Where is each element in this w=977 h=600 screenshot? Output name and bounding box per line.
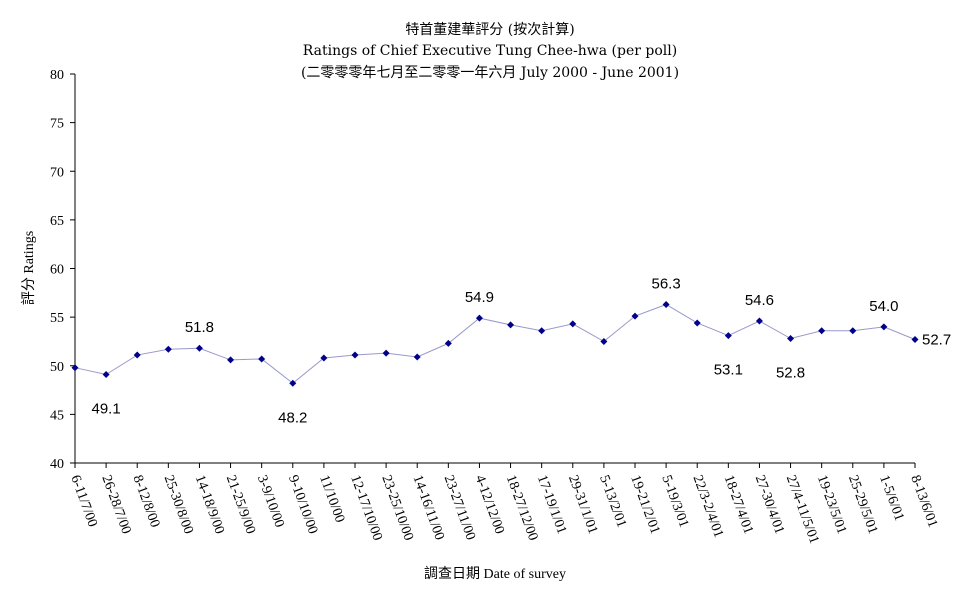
y-tick-label: 55 [50,311,64,326]
x-tick-label: 14-18/9/00 [192,473,227,536]
data-point [600,337,608,345]
data-point [507,321,515,329]
data-point [880,323,888,331]
x-tick-label: 19-21/2/01 [627,473,662,536]
x-tick-label: 23-27/11/00 [441,473,478,542]
data-label: 54.0 [869,298,898,315]
y-tick-label: 60 [50,263,64,278]
x-tick-label: 22/3-2/4/01 [689,473,725,540]
data-point [693,319,701,327]
y-tick-label: 80 [50,68,64,83]
x-tick-label: 1-5/6/01 [876,473,906,523]
x-tick-label: 5-19/3/01 [658,473,691,529]
data-point [258,355,266,363]
x-tick-label: 23-25/10/00 [378,473,416,542]
x-axis-title: 調查日期 Date of survey [424,566,566,582]
data-point [351,351,359,359]
y-axis-title: 評分 Ratings [21,231,37,305]
x-tick-label: 21-25/9/00 [223,473,258,536]
plot-area: 4045505560657075806-11/7/0026-28/7/008-1… [50,68,951,546]
x-tick-label: 4-12/12/00 [472,473,507,536]
series-line [74,303,916,384]
x-tick-label: 11/10/00 [316,473,347,524]
y-tick-label: 70 [50,165,64,180]
x-tick-label: 12-17/10/00 [347,473,385,542]
x-tick-label: 29-31/1/01 [565,473,600,536]
data-point [911,335,919,343]
data-label: 49.1 [92,401,121,418]
data-label: 53.1 [714,362,743,379]
x-tick-label: 14-16/11/00 [409,473,446,542]
data-label: 51.8 [185,319,214,336]
data-point [71,364,79,372]
data-label: 56.3 [652,275,681,292]
x-tick-label: 8-12/8/00 [129,473,162,529]
y-tick-label: 65 [50,214,64,229]
x-tick-label: 26-28/7/00 [98,473,133,536]
x-tick-label: 3-9/10/00 [254,473,287,529]
data-label: 52.8 [776,365,805,382]
data-point [818,327,826,335]
chart-title-zh: 特首董建華評分 (按次計算) [405,22,574,38]
data-point [849,327,857,335]
data-point [444,339,452,347]
data-point [787,335,795,343]
x-tick-label: 19-23/5/01 [814,473,849,536]
x-tick-label: 9-10/10/00 [285,473,320,536]
data-point [631,312,639,320]
x-tick-label: 25-30/8/00 [161,473,196,536]
x-tick-label: 18-27/4/01 [721,473,756,536]
x-tick-label: 17-19/1/01 [534,473,569,536]
data-point [164,345,172,353]
x-tick-label: 25-29/5/01 [845,473,880,536]
x-tick-label: 27-30/4/01 [752,473,787,536]
data-point [724,332,732,340]
chart-title-en: Ratings of Chief Executive Tung Chee-hwa… [303,43,677,59]
data-point [662,300,670,308]
x-tick-label: 5-13/2/01 [596,473,629,529]
data-point [755,317,763,325]
x-tick-label: 27/4-11/5/01 [783,473,822,546]
data-label: 48.2 [278,409,307,426]
data-point [320,354,328,362]
x-tick-label: 18-27/12/00 [503,473,541,542]
data-point [227,356,235,364]
data-point [413,353,421,361]
y-tick-label: 45 [50,408,64,423]
chart-subtitle-period: (二零零零年七月至二零零一年六月 July 2000 - June 2001) [301,65,679,81]
data-label: 52.7 [922,331,951,348]
data-point [538,327,546,335]
data-point [102,371,110,379]
y-tick-label: 50 [50,360,64,375]
data-point [133,351,141,359]
data-point [382,349,390,357]
y-tick-label: 40 [50,457,64,472]
y-tick-label: 75 [50,117,64,132]
data-point [475,314,483,322]
data-label: 54.6 [745,292,774,309]
data-point [569,320,577,328]
x-tick-label: 8-13/6/01 [907,473,940,529]
data-point [195,344,203,352]
data-point [289,379,297,387]
x-tick-label: 6-11/7/00 [67,473,100,529]
data-label: 54.9 [465,289,494,306]
